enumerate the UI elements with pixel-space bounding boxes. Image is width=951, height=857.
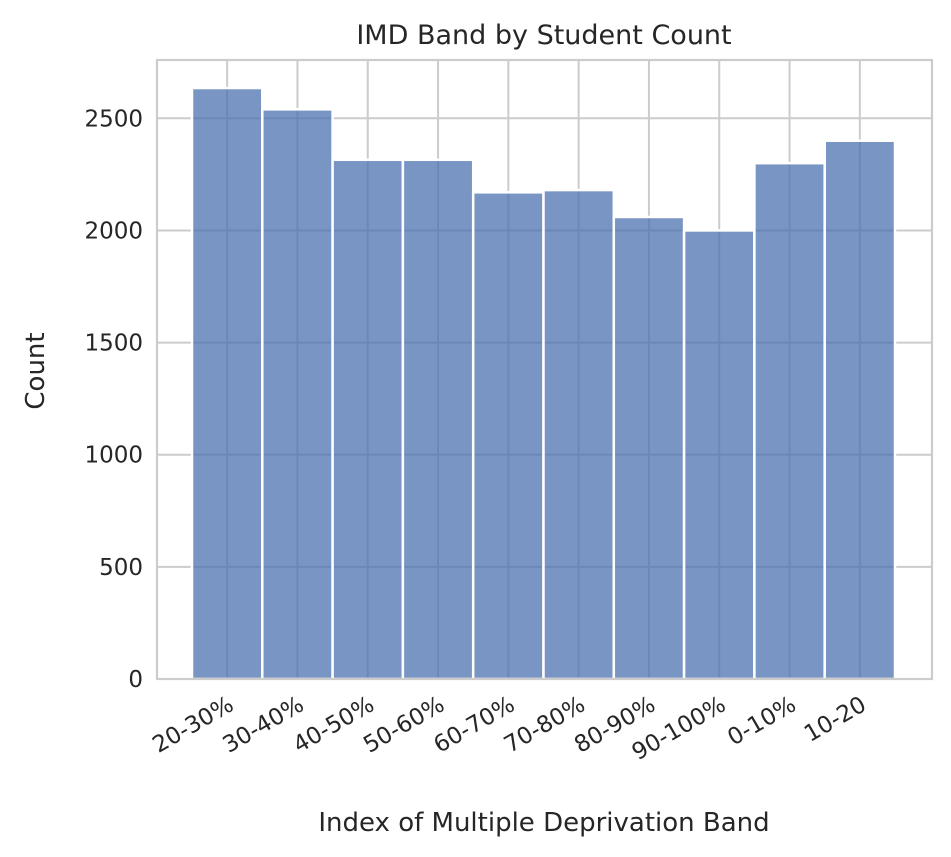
x-tick-label: 10-20	[800, 692, 871, 748]
chart-title: IMD Band by Student Count	[356, 20, 731, 51]
y-tick-label: 500	[99, 555, 143, 581]
x-tick-label: 30-40%	[219, 692, 309, 759]
x-axis-label: Index of Multiple Deprivation Band	[318, 808, 769, 838]
y-tick-label: 2000	[84, 218, 143, 244]
plot-frame	[155, 58, 934, 681]
y-axis-label: Count	[21, 332, 51, 409]
y-tick-label: 2500	[84, 106, 143, 132]
bar-80-90%	[612, 215, 686, 681]
bar-40-50%	[331, 158, 405, 681]
x-tick-label: 70-80%	[500, 692, 590, 759]
bar-70-80%	[542, 188, 616, 681]
x-tick-label: 40-50%	[289, 692, 379, 759]
bar-10-20	[823, 139, 897, 681]
y-tick-label: 1500	[84, 331, 143, 357]
bar-20-30%	[190, 86, 264, 681]
bars	[190, 86, 897, 681]
y-tick-label: 0	[128, 667, 143, 693]
x-tick-label: 0-10%	[723, 692, 800, 752]
bar-90-100%	[682, 229, 756, 681]
x-tick-label: 50-60%	[359, 692, 449, 759]
x-axis-ticks: 20-30%30-40%40-50%50-60%60-70%70-80%80-9…	[148, 692, 871, 766]
bar-30-40%	[261, 108, 334, 681]
bar-50-60%	[401, 158, 475, 681]
bar-0-10%	[753, 161, 826, 681]
x-tick-label: 20-30%	[148, 692, 238, 759]
bar-60-70%	[471, 191, 545, 681]
x-tick-label: 60-70%	[430, 692, 520, 759]
y-axis-ticks: 0 500 1000 1500 2000 2500	[84, 106, 143, 693]
y-tick-label: 1000	[84, 443, 143, 469]
